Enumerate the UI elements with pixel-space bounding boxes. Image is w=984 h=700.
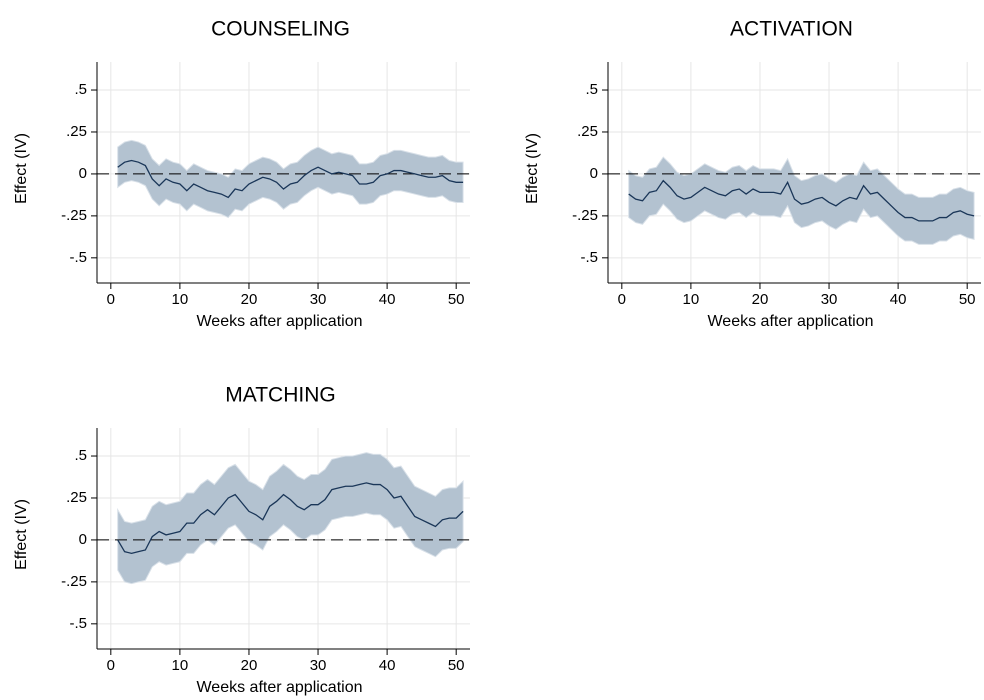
y-tick-label: -.25 bbox=[61, 573, 87, 590]
y-tick-label: -.25 bbox=[61, 207, 87, 224]
chart-title: ACTIVATION bbox=[730, 18, 853, 41]
x-tick-label: 0 bbox=[107, 657, 115, 674]
y-tick-label: .25 bbox=[66, 489, 87, 506]
y-tick-label: 0 bbox=[79, 165, 87, 182]
x-tick-label: 40 bbox=[379, 657, 396, 674]
y-axis-label: Effect (IV) bbox=[13, 499, 30, 570]
x-tick-label: 10 bbox=[683, 291, 700, 308]
confidence-band bbox=[117, 139, 464, 219]
x-tick-label: 50 bbox=[448, 657, 465, 674]
x-tick-label: 40 bbox=[890, 291, 907, 308]
x-axis-label: Weeks after application bbox=[707, 313, 873, 330]
x-tick-label: 50 bbox=[448, 291, 465, 308]
x-tick-label: 40 bbox=[379, 291, 396, 308]
y-tick-label: -.25 bbox=[572, 207, 598, 224]
x-tick-label: 50 bbox=[959, 291, 976, 308]
estimate-line bbox=[117, 159, 464, 199]
y-tick-label: -.5 bbox=[580, 249, 598, 266]
x-tick-label: 30 bbox=[310, 291, 327, 308]
x-tick-label: 0 bbox=[107, 291, 115, 308]
y-tick-label: -.5 bbox=[69, 615, 87, 632]
y-tick-label: -.5 bbox=[69, 249, 87, 266]
y-axis-label: Effect (IV) bbox=[524, 133, 541, 204]
chart-title: COUNSELING bbox=[211, 18, 350, 41]
estimate-line bbox=[628, 179, 975, 222]
y-tick-label: .5 bbox=[585, 81, 598, 98]
confidence-band bbox=[117, 452, 464, 585]
y-tick-label: .25 bbox=[577, 123, 598, 140]
x-tick-label: 20 bbox=[752, 291, 769, 308]
estimate-line bbox=[117, 482, 464, 555]
x-tick-label: 20 bbox=[241, 291, 258, 308]
x-tick-label: 20 bbox=[241, 657, 258, 674]
confidence-band bbox=[628, 156, 975, 245]
x-tick-label: 30 bbox=[310, 657, 327, 674]
chart-title: MATCHING bbox=[225, 384, 335, 407]
x-tick-label: 0 bbox=[618, 291, 626, 308]
y-axis-label: Effect (IV) bbox=[13, 133, 30, 204]
x-tick-label: 10 bbox=[172, 657, 189, 674]
y-tick-label: 0 bbox=[79, 531, 87, 548]
x-axis-label: Weeks after application bbox=[196, 313, 362, 330]
x-tick-label: 30 bbox=[821, 291, 838, 308]
y-tick-label: .5 bbox=[74, 447, 87, 464]
y-tick-label: .5 bbox=[74, 81, 87, 98]
y-tick-label: .25 bbox=[66, 123, 87, 140]
x-tick-label: 10 bbox=[172, 291, 189, 308]
x-axis-label: Weeks after application bbox=[196, 679, 362, 696]
y-tick-label: 0 bbox=[590, 165, 598, 182]
